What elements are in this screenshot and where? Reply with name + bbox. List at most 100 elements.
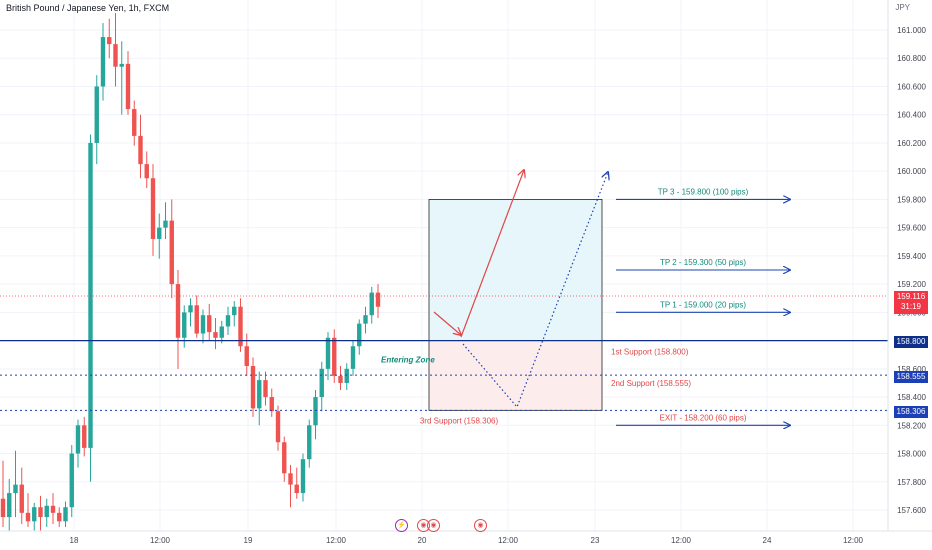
candle-body bbox=[319, 368, 324, 398]
candle[interactable] bbox=[369, 286, 374, 324]
candle[interactable] bbox=[38, 495, 43, 532]
candle[interactable] bbox=[107, 18, 112, 59]
candle[interactable] bbox=[113, 13, 118, 87]
candle-body bbox=[19, 484, 24, 513]
price-tick-label: 160.400 bbox=[897, 111, 926, 120]
candle[interactable] bbox=[250, 357, 256, 417]
candle[interactable] bbox=[332, 329, 337, 383]
candle[interactable] bbox=[269, 388, 274, 417]
candle[interactable] bbox=[163, 202, 168, 239]
candle-body bbox=[75, 425, 81, 454]
candle[interactable] bbox=[144, 151, 149, 189]
candle[interactable] bbox=[7, 478, 12, 532]
candle[interactable] bbox=[263, 371, 268, 406]
candle[interactable] bbox=[257, 371, 262, 426]
candle[interactable] bbox=[219, 320, 224, 344]
candle[interactable] bbox=[225, 306, 231, 335]
candle[interactable] bbox=[325, 332, 331, 381]
candle[interactable] bbox=[375, 284, 381, 319]
candle-body bbox=[200, 315, 206, 334]
candle[interactable] bbox=[57, 507, 62, 527]
candle[interactable] bbox=[182, 305, 187, 348]
tp3-label: TP 3 - 159.800 (100 pips) bbox=[658, 187, 749, 196]
candles[interactable] bbox=[0, 13, 381, 532]
entering-zone-label: Entering Zone bbox=[381, 356, 435, 365]
candle[interactable] bbox=[82, 416, 87, 457]
candle[interactable] bbox=[100, 22, 106, 101]
candle[interactable] bbox=[0, 460, 6, 527]
candle[interactable] bbox=[232, 301, 237, 327]
candle[interactable] bbox=[338, 366, 343, 391]
candle[interactable] bbox=[88, 134, 93, 482]
event-icon-flag-3[interactable]: ◉ bbox=[474, 519, 487, 532]
candle[interactable] bbox=[300, 453, 306, 502]
candle[interactable] bbox=[194, 295, 199, 338]
candle-body bbox=[250, 366, 256, 409]
candle[interactable] bbox=[75, 419, 81, 468]
event-icon-flag-2[interactable]: ◉ bbox=[427, 519, 440, 532]
candle[interactable] bbox=[357, 319, 362, 355]
candle[interactable] bbox=[294, 467, 299, 499]
trade-plan-lines: TP 3 - 159.800 (100 pips) TP 2 - 159.300 … bbox=[0, 170, 888, 425]
candle[interactable] bbox=[119, 41, 124, 115]
candle[interactable] bbox=[319, 361, 324, 412]
price-tick-label: 158.400 bbox=[897, 393, 926, 402]
candle-body bbox=[100, 37, 106, 87]
candle[interactable] bbox=[150, 164, 156, 256]
chart-title: British Pound / Japanese Yen, 1h, FXCM bbox=[6, 3, 170, 13]
time-tick-label: 20 bbox=[418, 536, 427, 545]
candle-body bbox=[32, 507, 37, 522]
candle-body bbox=[269, 397, 274, 412]
candle[interactable] bbox=[175, 270, 181, 369]
time-axis[interactable]: 18 12:00 19 12:00 20 12:00 23 12:00 24 12:00 bbox=[0, 530, 932, 545]
candle-body bbox=[169, 220, 174, 285]
candle-body bbox=[69, 453, 74, 508]
tp1-label: TP 1 - 159.000 (20 pips) bbox=[660, 300, 746, 309]
bar-countdown: 31:19 bbox=[900, 302, 922, 311]
candle-body bbox=[125, 63, 131, 110]
candle[interactable] bbox=[307, 419, 312, 468]
candle[interactable] bbox=[132, 100, 137, 146]
candle[interactable] bbox=[275, 405, 281, 451]
candle-body bbox=[194, 305, 199, 334]
candle[interactable] bbox=[288, 464, 293, 508]
candle[interactable] bbox=[313, 390, 318, 440]
candle[interactable] bbox=[207, 303, 212, 341]
candle[interactable] bbox=[200, 309, 206, 344]
candle[interactable] bbox=[282, 436, 287, 482]
price-tick-label: 158.200 bbox=[897, 421, 926, 430]
time-tick-label: 12:00 bbox=[150, 536, 171, 545]
candle[interactable] bbox=[125, 51, 131, 115]
candle[interactable] bbox=[63, 501, 68, 527]
candle[interactable] bbox=[188, 298, 193, 327]
candle[interactable] bbox=[44, 498, 49, 527]
event-icon-lightning[interactable]: ⚡ bbox=[395, 519, 408, 532]
candle[interactable] bbox=[138, 114, 143, 179]
candle[interactable] bbox=[13, 450, 18, 518]
candle[interactable] bbox=[32, 502, 37, 532]
candle[interactable] bbox=[213, 318, 218, 350]
time-tick-label: 19 bbox=[244, 536, 253, 545]
upside-arrow bbox=[460, 170, 524, 338]
candle[interactable] bbox=[19, 467, 24, 525]
price-tick-label: 158.600 bbox=[897, 365, 926, 374]
candle-body bbox=[144, 164, 149, 179]
price-axis[interactable]: 161.000 160.800 160.600 160.400 160.200 160.0… bbox=[887, 0, 927, 531]
target-zone-box bbox=[428, 199, 603, 341]
candle[interactable] bbox=[344, 363, 349, 391]
candle-body bbox=[244, 346, 249, 367]
candle[interactable] bbox=[363, 306, 368, 334]
candle[interactable] bbox=[69, 445, 74, 518]
candle-body bbox=[119, 63, 124, 67]
price-tick-label: 159.600 bbox=[897, 224, 926, 233]
candle[interactable] bbox=[350, 340, 356, 376]
price-tick-label: 157.800 bbox=[897, 478, 926, 487]
candle[interactable] bbox=[50, 493, 56, 525]
candle[interactable] bbox=[25, 493, 31, 527]
candle[interactable] bbox=[238, 298, 243, 352]
candle[interactable] bbox=[94, 75, 99, 165]
candle[interactable] bbox=[169, 199, 174, 299]
candle-body bbox=[113, 44, 118, 67]
candle[interactable] bbox=[157, 213, 162, 259]
